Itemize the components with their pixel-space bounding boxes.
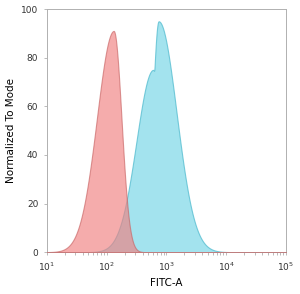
X-axis label: FITC-A: FITC-A xyxy=(150,278,183,288)
Y-axis label: Normalized To Mode: Normalized To Mode xyxy=(6,78,16,183)
